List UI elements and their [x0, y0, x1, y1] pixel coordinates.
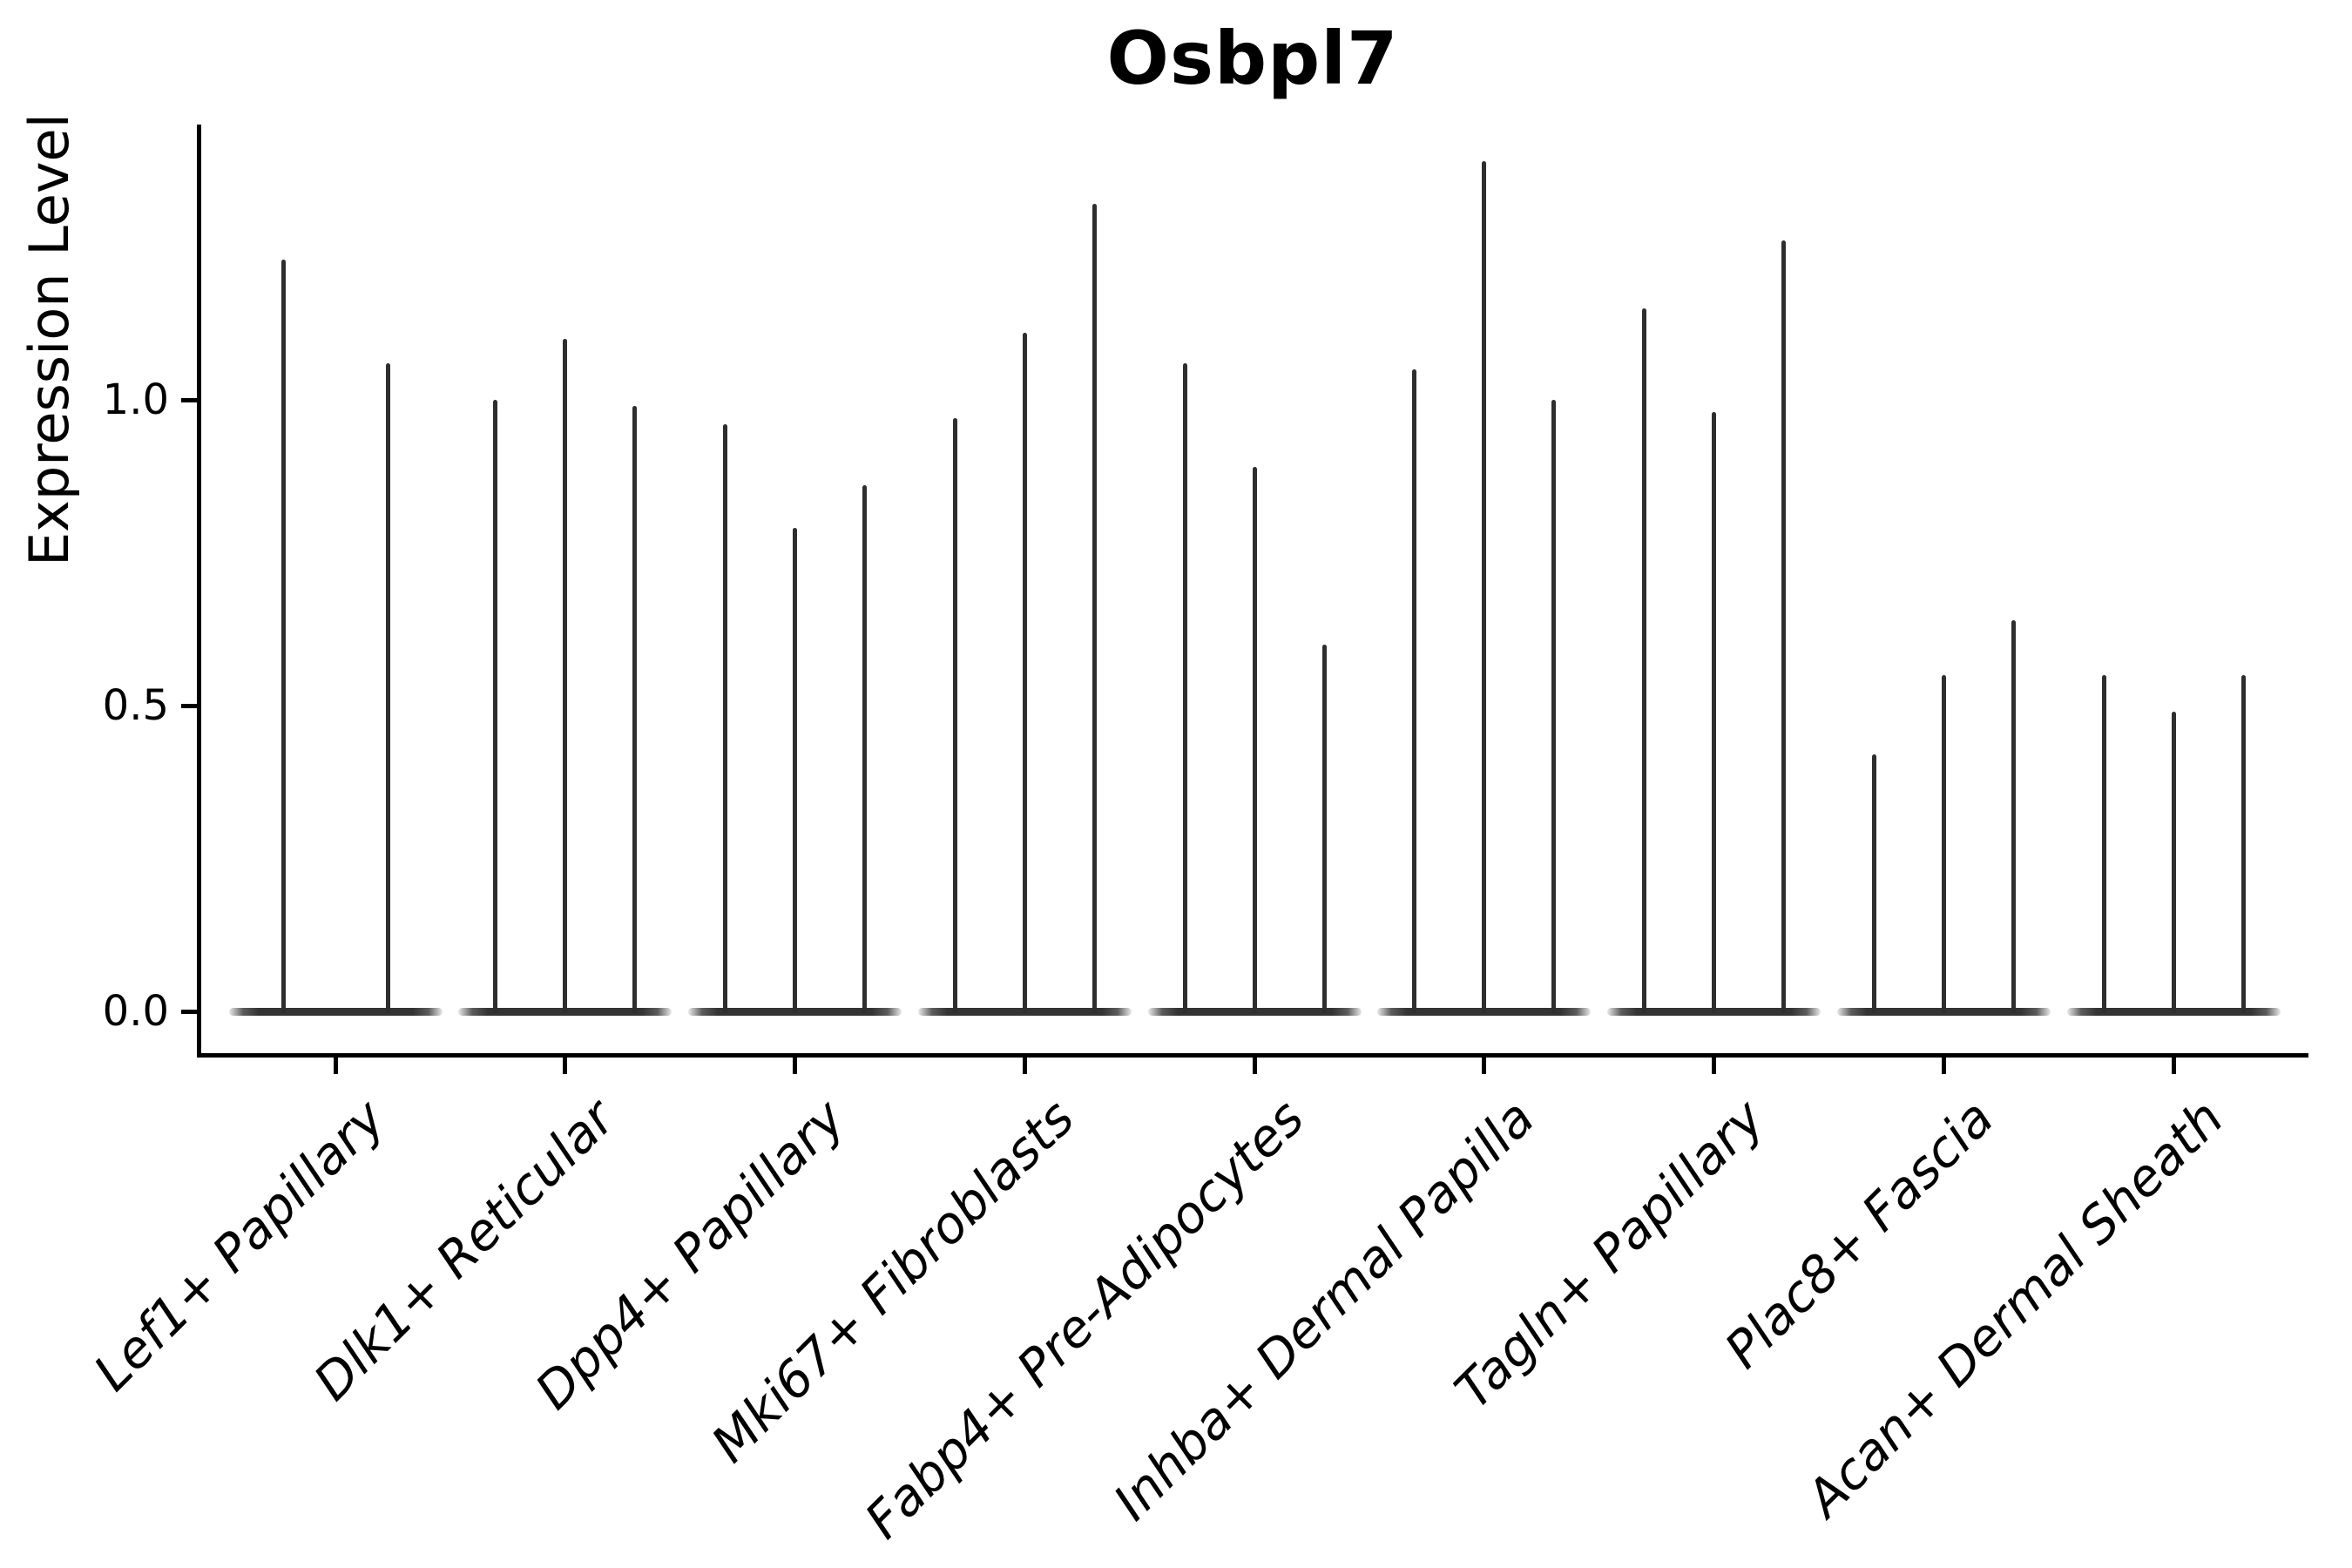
violin-spike [723, 424, 727, 1013]
violin-spike [1482, 161, 1487, 1013]
x-tick-label: Acan+ Dermal Sheath [1794, 1088, 2235, 1529]
x-tick [1482, 1058, 1487, 1074]
violin-spike [1551, 400, 1557, 1013]
violin-spike [1092, 204, 1097, 1013]
violin-spike [2171, 712, 2176, 1013]
y-tick-label: 1.0 [102, 375, 169, 424]
violin-spike [1871, 754, 1876, 1013]
violin-spike [862, 485, 867, 1013]
violin-spike [2101, 674, 2106, 1013]
violin-spike [2011, 619, 2016, 1013]
violin-spike [632, 406, 638, 1013]
y-tick-label: 0.0 [102, 987, 169, 1036]
violin-spike [385, 362, 390, 1013]
violin-spike [563, 338, 568, 1013]
violin-spike [1182, 362, 1187, 1013]
violin-spike [280, 259, 286, 1013]
violin-spike [1252, 467, 1257, 1013]
violin-spike [2240, 674, 2246, 1013]
violin-base [228, 1008, 443, 1016]
y-tick [181, 703, 197, 708]
violin-spike [1941, 674, 1946, 1013]
x-tick [1941, 1058, 1946, 1074]
x-tick-label: Inhba+ Dermal Papilla [1101, 1088, 1546, 1532]
violin-spike [1022, 332, 1027, 1013]
violin-spike [1781, 240, 1786, 1013]
x-tick [1712, 1058, 1716, 1074]
x-tick [793, 1058, 797, 1074]
y-axis-spine [197, 125, 201, 1058]
violin-spike [1412, 368, 1417, 1013]
chart-title: Osbpl7 [1106, 16, 1399, 101]
violin-spike [1321, 644, 1327, 1013]
x-tick [1022, 1058, 1027, 1074]
y-axis-label: Expression Level [17, 113, 81, 566]
violin-spike [1712, 412, 1716, 1013]
y-tick [181, 1009, 197, 1014]
violin-spike [493, 400, 498, 1013]
x-tick [563, 1058, 568, 1074]
y-tick [181, 397, 197, 402]
x-axis-spine [197, 1053, 2308, 1058]
y-tick-label: 0.5 [102, 681, 169, 730]
violin-spike [1642, 308, 1646, 1013]
violin-spike [793, 528, 797, 1013]
violin-spike [952, 418, 957, 1013]
x-tick [1252, 1058, 1257, 1074]
x-tick [333, 1058, 338, 1074]
x-tick [2171, 1058, 2176, 1074]
x-tick-label: Fabp4+ Pre-Adipocytes [854, 1088, 1316, 1551]
